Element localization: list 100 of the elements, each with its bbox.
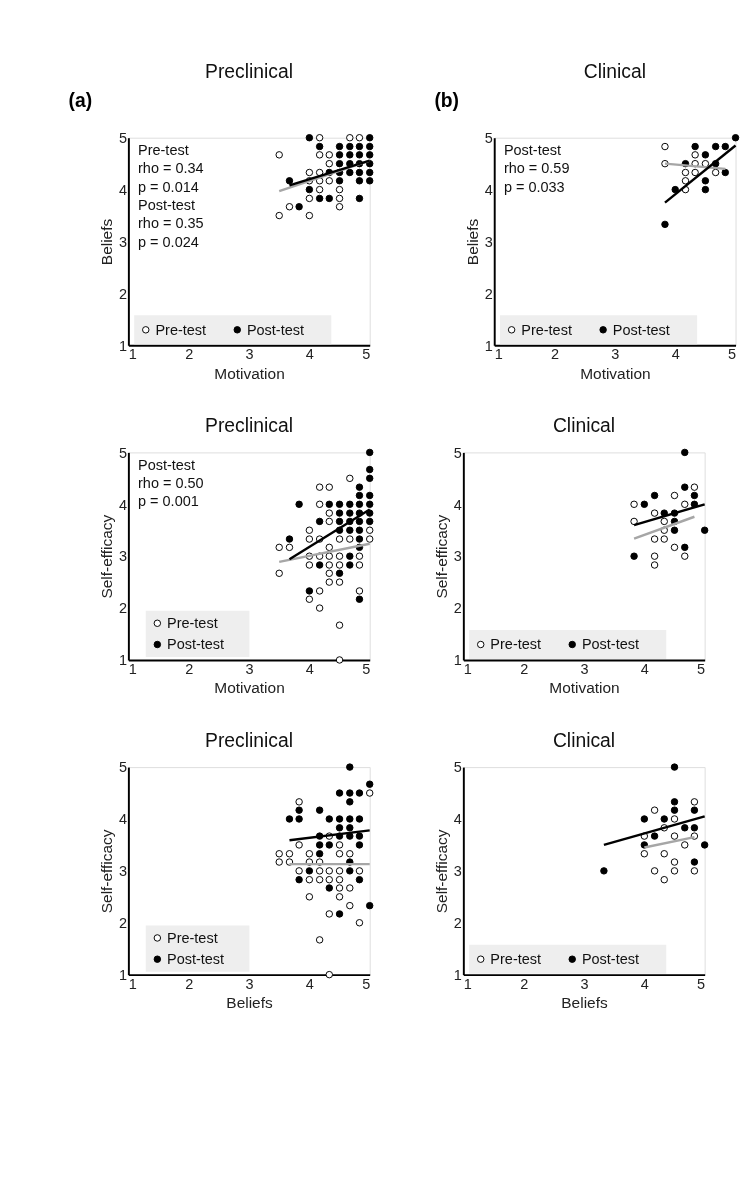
x-axis-title: Beliefs — [226, 993, 273, 1011]
point — [325, 970, 334, 979]
point — [315, 134, 324, 142]
point — [285, 850, 294, 858]
point — [325, 517, 334, 526]
point — [355, 875, 364, 884]
point — [670, 867, 679, 875]
point — [700, 841, 709, 849]
point — [346, 815, 354, 823]
y-tick-label: 2 — [118, 915, 127, 932]
x-tick-label: 4 — [305, 660, 314, 677]
point — [365, 465, 374, 474]
x-axis-title: Motivation — [580, 364, 651, 382]
x-tick-label: 5 — [362, 975, 371, 992]
point — [315, 194, 324, 203]
x-tick-label: 2 — [185, 346, 194, 363]
point — [661, 220, 669, 229]
point — [660, 875, 668, 884]
x-tick-label: 2 — [185, 660, 194, 677]
point — [671, 185, 679, 194]
point — [295, 500, 303, 509]
y-tick-label: 2 — [484, 285, 493, 302]
point — [346, 500, 354, 509]
y-tick-label: 2 — [453, 915, 462, 932]
point — [701, 151, 710, 159]
point — [335, 561, 344, 569]
point — [325, 151, 334, 159]
x-tick-label: 4 — [305, 975, 314, 992]
point — [640, 850, 649, 858]
point — [681, 448, 689, 457]
x-tick-label: 4 — [640, 660, 649, 677]
point — [355, 168, 364, 177]
annotation: Post-test — [138, 456, 196, 473]
point — [305, 134, 314, 142]
y-tick-label: 2 — [453, 600, 462, 617]
point — [365, 517, 374, 526]
point — [315, 561, 324, 569]
point — [700, 526, 709, 534]
point — [335, 552, 344, 560]
point — [355, 595, 364, 603]
point — [365, 142, 374, 151]
point — [355, 587, 364, 595]
point — [690, 491, 699, 500]
x-tick-label: 4 — [640, 975, 649, 992]
point — [335, 656, 344, 664]
point — [731, 134, 740, 142]
point — [315, 936, 324, 944]
point — [305, 850, 314, 858]
point — [346, 832, 354, 840]
y-tick-label: 5 — [453, 444, 462, 461]
point — [315, 185, 324, 194]
point — [305, 194, 314, 203]
chart-title: Preclinical — [205, 415, 294, 437]
point — [650, 867, 659, 875]
point — [701, 177, 710, 185]
point — [355, 552, 364, 560]
point — [640, 500, 649, 509]
point — [305, 211, 314, 220]
point — [335, 194, 344, 203]
point — [346, 901, 354, 910]
point — [325, 569, 334, 578]
point — [335, 789, 344, 797]
point — [275, 569, 283, 578]
point — [355, 491, 364, 500]
y-tick-label: 3 — [118, 863, 127, 880]
point — [305, 561, 314, 569]
point — [670, 858, 679, 866]
point — [681, 168, 690, 177]
point — [701, 185, 710, 194]
point — [355, 841, 364, 849]
point — [660, 535, 668, 543]
annotation: Pre-test — [138, 142, 189, 159]
x-tick-label: 5 — [697, 975, 706, 992]
point — [365, 901, 374, 910]
y-tick-label: 5 — [118, 444, 127, 461]
x-axis-title: Motivation — [549, 679, 620, 697]
chart-title: Preclinical — [205, 60, 294, 82]
point — [335, 621, 344, 629]
y-tick-label: 2 — [118, 600, 127, 617]
point — [365, 780, 374, 788]
point — [660, 815, 668, 823]
point — [335, 185, 344, 194]
point — [670, 832, 679, 840]
point — [650, 552, 659, 560]
y-axis-title: Self-efficacy — [98, 829, 116, 914]
point — [346, 884, 354, 892]
point — [325, 875, 334, 884]
y-tick-label: 5 — [118, 130, 127, 147]
annotation: p = 0.014 — [138, 178, 199, 195]
y-tick-label: 4 — [118, 181, 127, 198]
point — [691, 151, 699, 159]
y-axis-title: Self-efficacy — [433, 829, 451, 914]
x-tick-label: 3 — [245, 660, 254, 677]
y-tick-label: 4 — [118, 811, 127, 828]
point — [355, 134, 364, 142]
point — [660, 509, 668, 517]
point — [315, 867, 324, 875]
point — [721, 168, 730, 177]
point — [305, 168, 314, 177]
point — [670, 815, 679, 823]
